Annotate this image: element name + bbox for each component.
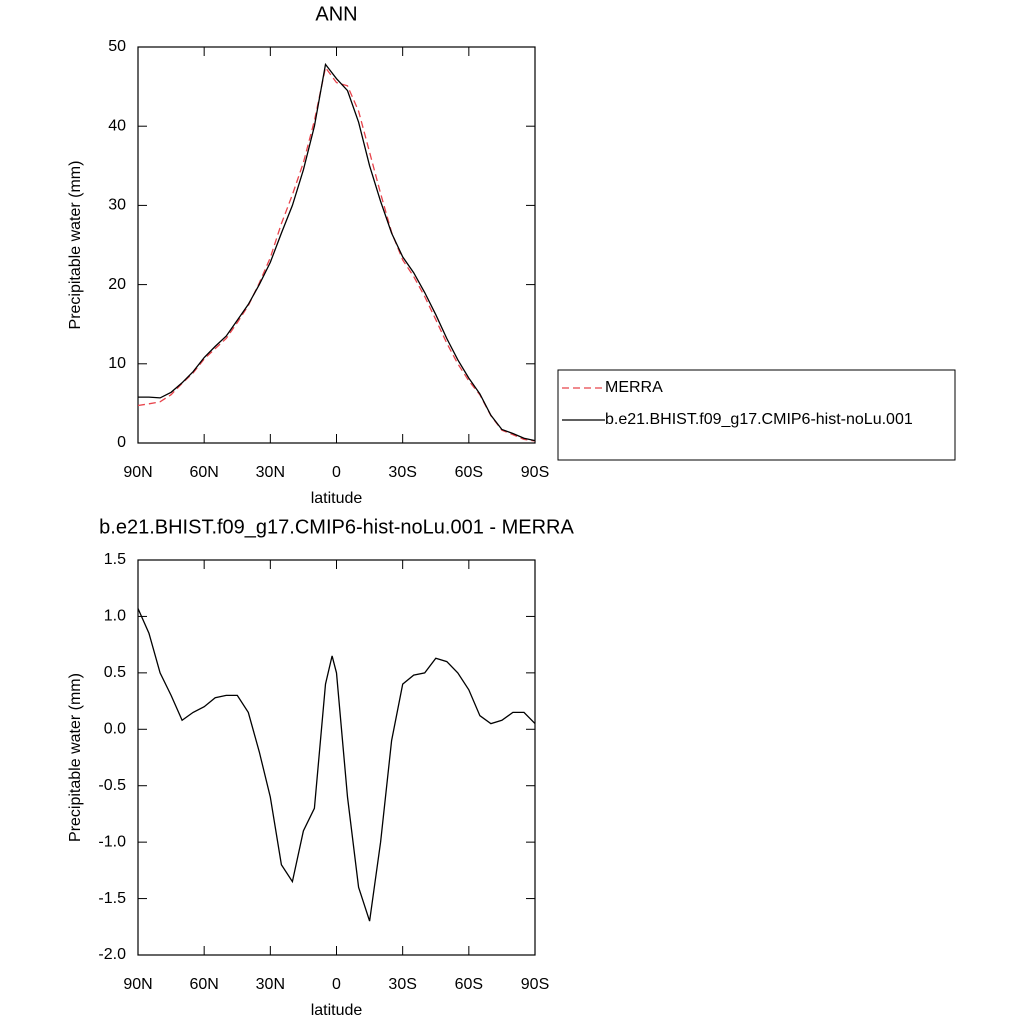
- data-line: [137, 66, 536, 442]
- x-tick-label: 90S: [521, 976, 549, 993]
- y-tick-label: 10: [108, 355, 126, 372]
- y-tick-label: 30: [108, 197, 126, 214]
- x-tick-label: 60N: [189, 976, 218, 993]
- x-tick-label: 60N: [189, 464, 218, 481]
- x-tick-label: 30S: [388, 464, 416, 481]
- x-tick-label: 90N: [123, 464, 152, 481]
- y-tick-label: 1.5: [104, 551, 126, 568]
- y-tick-label: 50: [108, 38, 126, 55]
- x-axis-label: latitude: [311, 490, 363, 507]
- plot-frame: [137, 559, 536, 956]
- x-tick-label: 30S: [388, 976, 416, 993]
- y-tick-label: 0.5: [104, 664, 126, 681]
- y-axis-label: Precipitable water (mm): [67, 673, 84, 842]
- x-tick-label: 30N: [256, 976, 285, 993]
- y-tick-label: -1.5: [98, 890, 126, 907]
- y-tick-label: -0.5: [98, 777, 126, 794]
- x-tick-label: 0: [332, 464, 341, 481]
- x-axis-label: latitude: [311, 1002, 363, 1019]
- legend-label: b.e21.BHIST.f09_g17.CMIP6-hist-noLu.001: [605, 411, 913, 428]
- data-line: [138, 62, 536, 442]
- chart-title: ANN: [315, 3, 357, 25]
- y-tick-label: 40: [108, 117, 126, 134]
- legend-label: MERRA: [605, 379, 663, 396]
- y-tick-label: -1.0: [98, 833, 126, 850]
- x-tick-label: 60S: [455, 976, 483, 993]
- y-axis-label: Precipitable water (mm): [67, 161, 84, 330]
- x-tick-label: 30N: [256, 464, 285, 481]
- x-tick-label: 90S: [521, 464, 549, 481]
- x-tick-label: 0: [332, 976, 341, 993]
- y-tick-label: 0.0: [104, 721, 126, 738]
- data-line: [137, 608, 536, 922]
- y-tick-label: -2.0: [98, 946, 126, 963]
- legend-frame: [557, 369, 956, 461]
- y-tick-label: 1.0: [104, 608, 126, 625]
- x-tick-label: 60S: [455, 464, 483, 481]
- y-tick-label: 20: [108, 276, 126, 293]
- x-tick-label: 90N: [123, 976, 152, 993]
- plot-frame: [137, 46, 536, 444]
- chart-title: b.e21.BHIST.f09_g17.CMIP6-hist-noLu.001 …: [99, 516, 574, 538]
- y-tick-label: 0: [117, 434, 126, 451]
